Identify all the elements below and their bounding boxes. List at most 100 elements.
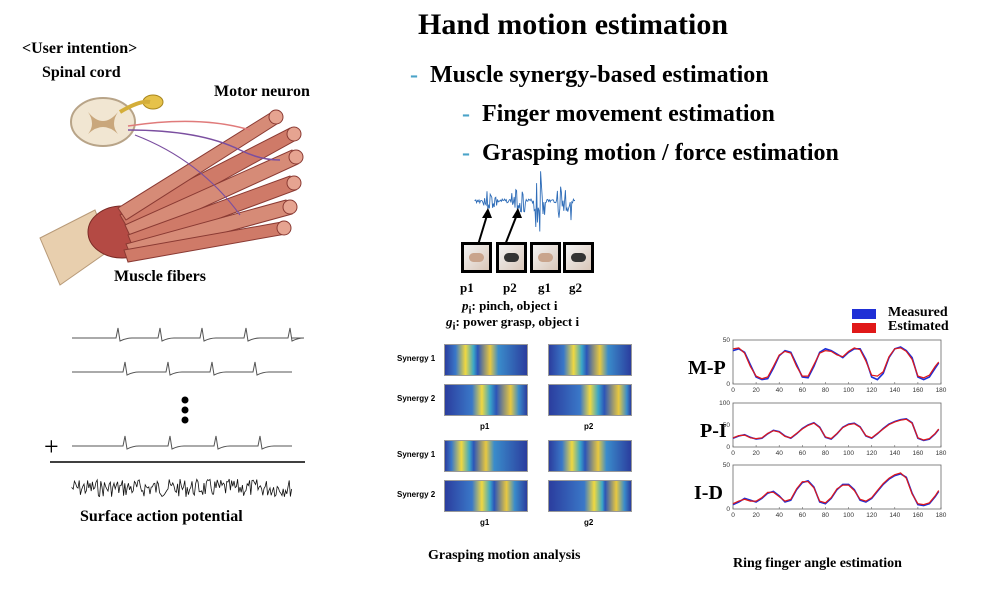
- x-tick-label: 120: [866, 512, 877, 519]
- x-tick-label: 20: [752, 450, 760, 457]
- synergy-row-label: Synergy 1: [397, 354, 436, 363]
- bullet-finger-movement: - Finger movement estimation: [462, 101, 775, 128]
- legend-pinch: pi: pinch, object i: [462, 298, 557, 317]
- x-tick-label: 0: [731, 512, 735, 519]
- x-tick-label: 100: [843, 450, 854, 457]
- x-tick-label: 80: [822, 450, 830, 457]
- bullet-dash: -: [462, 101, 470, 127]
- bullet-grasping-motion: - Grasping motion / force estimation: [462, 140, 839, 167]
- user-intention-label: <User intention>: [22, 40, 138, 57]
- x-tick-label: 0: [731, 387, 735, 394]
- sum-plus-sign: +: [44, 432, 59, 461]
- chart-frame: [732, 339, 942, 385]
- joint-label-mp: M-P: [688, 357, 726, 379]
- heatmap-label-p2: p2: [584, 422, 594, 431]
- x-tick-label: 140: [889, 387, 900, 394]
- surface-action-potential-label: Surface action potential: [80, 508, 243, 525]
- joint-label-id: I-D: [694, 482, 723, 504]
- synergy-row-label: Synergy 2: [397, 394, 436, 403]
- heatmap-p1-synergy-1: [444, 344, 528, 376]
- motor-neuron-label: Motor neuron: [214, 83, 310, 100]
- x-tick-label: 60: [799, 387, 807, 394]
- chart-frame: [732, 402, 942, 448]
- heatmap-g2-synergy-1: [548, 440, 632, 472]
- surface-emg-trace: [71, 478, 292, 498]
- x-tick-label: 40: [776, 450, 784, 457]
- bullet-text: Muscle synergy-based estimation: [430, 62, 769, 88]
- y-tick-label: 50: [723, 422, 731, 429]
- subscript-i: i: [468, 304, 472, 317]
- series-estimated-line: [732, 347, 940, 380]
- legend-pinch-text: : pinch, object i: [471, 298, 558, 313]
- y-tick-label: 50: [723, 337, 731, 344]
- heatmap-p2-synergy-2: [548, 384, 632, 416]
- heatmap-g2-synergy-2: [548, 480, 632, 512]
- bullet-text: Grasping motion / force estimation: [482, 140, 839, 166]
- x-tick-label: 40: [776, 387, 784, 394]
- heatmap-label-g2: g2: [584, 518, 594, 527]
- muscle-fibers-label: Muscle fibers: [114, 268, 206, 285]
- x-tick-label: 160: [912, 450, 923, 457]
- subscript-i: i: [452, 320, 456, 333]
- heatmap-p1-synergy-2: [444, 384, 528, 416]
- spike-train-2: [72, 361, 292, 376]
- action-potential-traces: [50, 327, 305, 498]
- x-tick-label: 180: [936, 512, 947, 519]
- x-tick-label: 60: [799, 512, 807, 519]
- x-tick-label: 80: [822, 387, 830, 394]
- x-tick-label: 100: [843, 512, 854, 519]
- ellipsis-dot: [181, 416, 189, 424]
- spike-train-3: [72, 435, 292, 450]
- hand-shape: [571, 253, 586, 262]
- grasp-icon-p1: [461, 242, 492, 273]
- muscle-illustration: [39, 94, 304, 286]
- spike-train-1: [72, 327, 305, 342]
- synergy-row-label: Synergy 1: [397, 450, 436, 459]
- grasp-label-g2: g2: [569, 280, 582, 295]
- ring-finger-caption: Ring finger angle estimation: [733, 556, 902, 571]
- series-estimated-line: [732, 472, 940, 506]
- heatmap-label-g1: g1: [480, 518, 490, 527]
- series-estimated-line: [732, 418, 940, 441]
- symbol-p: p: [462, 298, 469, 313]
- bullet-dash: -: [462, 140, 470, 166]
- emg-burst-trace: [474, 171, 576, 232]
- x-tick-label: 20: [752, 512, 760, 519]
- hand-shape: [469, 253, 484, 262]
- series-measured-line: [732, 346, 940, 381]
- x-tick-label: 120: [866, 450, 877, 457]
- ellipsis-dot: [181, 396, 189, 404]
- x-tick-label: 180: [936, 450, 947, 457]
- chart-M-P: 0 20 40 60 80 100 120 140 160 180 0 50: [723, 337, 947, 394]
- symbol-g: g: [446, 314, 453, 329]
- synergy-row-label: Synergy 2: [397, 490, 436, 499]
- x-tick-label: 40: [776, 512, 784, 519]
- x-tick-label: 160: [912, 512, 923, 519]
- x-tick-label: 0: [731, 450, 735, 457]
- chart-I-D: 0 20 40 60 80 100 120 140 160 180 0 50: [723, 462, 947, 519]
- legend-power-grasp: gi: power grasp, object i: [446, 314, 579, 333]
- grasp-label-p1: p1: [460, 280, 474, 295]
- x-tick-label: 140: [889, 450, 900, 457]
- legend-power-grasp-text: : power grasp, object i: [455, 314, 580, 329]
- bullet-text: Finger movement estimation: [482, 101, 775, 127]
- hand-shape: [538, 253, 553, 262]
- legend-measured-swatch: [852, 309, 876, 319]
- ellipsis-dot: [181, 406, 189, 414]
- page-title: Hand motion estimation: [418, 8, 729, 41]
- legend-measured-label: Measured: [888, 305, 948, 320]
- heatmap-label-p1: p1: [480, 422, 490, 431]
- x-tick-label: 120: [866, 387, 877, 394]
- x-tick-label: 20: [752, 387, 760, 394]
- x-tick-label: 180: [936, 387, 947, 394]
- legend-estimated-label: Estimated: [888, 319, 949, 334]
- legend-estimated-swatch: [852, 323, 876, 333]
- grasp-labels-row: p1: [460, 280, 474, 296]
- bullet-dash: -: [410, 62, 418, 88]
- grasp-icon-g2: [563, 242, 594, 273]
- y-tick-label: 0: [726, 444, 730, 451]
- heatmap-g1-synergy-1: [444, 440, 528, 472]
- grasp-label-g1: g1: [538, 280, 551, 295]
- chart-P-I: 0 20 40 60 80 100 120 140 160 180 0 50 100: [719, 400, 947, 457]
